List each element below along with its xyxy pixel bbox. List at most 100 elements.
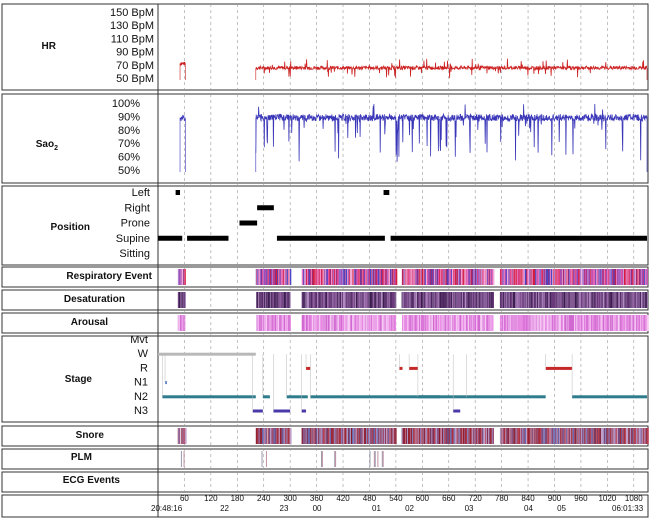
event-mark — [271, 292, 272, 308]
event-mark — [544, 269, 545, 285]
event-mark — [183, 428, 184, 444]
event-mark — [525, 428, 527, 444]
event-mark — [350, 292, 351, 308]
event-mark — [280, 292, 281, 308]
event-mark — [394, 315, 397, 331]
event-mark — [631, 428, 633, 444]
event-mark — [647, 315, 649, 331]
event-mark — [438, 292, 439, 308]
event-mark — [569, 292, 570, 308]
sao2-label: Sao2 — [36, 139, 58, 152]
event-mark — [376, 315, 377, 331]
event-mark — [314, 315, 315, 331]
event-mark — [593, 292, 595, 308]
event-mark — [367, 428, 368, 444]
event-mark — [372, 315, 374, 331]
event-mark — [319, 269, 320, 285]
event-mark — [317, 269, 318, 285]
event-mark — [407, 315, 408, 331]
event-mark — [545, 315, 546, 331]
event-mark — [480, 269, 482, 285]
event-mark — [429, 315, 432, 331]
start-time-label: 20:48:16 — [151, 504, 183, 513]
event-mark — [501, 428, 503, 444]
stage-level: W — [138, 348, 149, 360]
event-mark — [551, 269, 553, 285]
event-mark — [609, 292, 611, 308]
event-mark — [469, 315, 471, 331]
event-mark — [380, 315, 382, 331]
event-mark — [276, 269, 278, 285]
event-mark — [628, 269, 629, 285]
event-mark — [272, 269, 274, 285]
event-mark — [327, 315, 330, 331]
event-mark — [462, 315, 465, 331]
plm-mark — [382, 451, 384, 467]
event-mark — [286, 269, 289, 285]
event-mark — [617, 292, 619, 308]
event-mark — [380, 292, 383, 308]
event-mark — [477, 292, 479, 308]
event-mark — [365, 269, 367, 285]
event-mark — [311, 315, 313, 331]
event-mark — [595, 428, 596, 444]
event-mark — [460, 428, 463, 444]
desaturation-strip — [177, 292, 648, 308]
event-mark — [358, 269, 360, 285]
event-mark — [308, 292, 309, 308]
event-mark — [518, 428, 520, 444]
plm-mark — [183, 451, 185, 467]
event-mark — [484, 269, 485, 285]
event-mark — [597, 269, 598, 285]
event-mark — [479, 292, 481, 308]
event-mark — [180, 315, 182, 331]
event-mark — [458, 315, 460, 331]
event-mark — [303, 315, 305, 331]
event-mark — [181, 315, 183, 331]
event-mark — [394, 428, 395, 444]
event-mark — [337, 269, 340, 285]
event-mark — [500, 315, 502, 331]
panel-frame-sao2 — [1, 93, 649, 184]
event-mark — [357, 428, 359, 444]
event-mark — [284, 269, 285, 285]
event-mark — [386, 292, 388, 308]
event-mark — [603, 292, 605, 308]
event-mark — [321, 315, 323, 331]
event-mark — [639, 292, 641, 308]
event-mark — [583, 315, 584, 331]
event-mark — [589, 292, 591, 308]
event-mark — [601, 292, 602, 308]
event-mark — [503, 315, 505, 331]
event-mark — [629, 315, 631, 331]
event-mark — [572, 292, 573, 308]
event-mark — [346, 269, 348, 285]
event-mark — [383, 292, 385, 308]
event-mark — [635, 269, 637, 285]
event-mark — [278, 269, 280, 285]
event-mark — [481, 315, 483, 331]
event-mark — [627, 315, 628, 331]
event-mark — [464, 292, 467, 308]
event-mark — [616, 315, 618, 331]
event-mark — [365, 292, 368, 308]
clock-tick: 03 — [465, 504, 474, 513]
event-mark — [353, 292, 354, 308]
event-mark — [386, 428, 388, 444]
event-mark — [548, 428, 549, 444]
event-mark — [589, 315, 590, 331]
event-mark — [490, 269, 492, 285]
event-mark — [402, 269, 403, 285]
event-mark — [287, 269, 290, 285]
stage-mark — [306, 366, 311, 370]
event-mark — [403, 428, 405, 444]
sao2-tick: 70% — [118, 138, 140, 150]
event-mark — [350, 269, 352, 285]
event-mark — [640, 269, 642, 285]
event-mark — [478, 315, 480, 331]
event-mark — [375, 292, 377, 308]
event-mark — [384, 315, 385, 331]
event-mark — [620, 269, 621, 285]
event-mark — [492, 269, 495, 285]
